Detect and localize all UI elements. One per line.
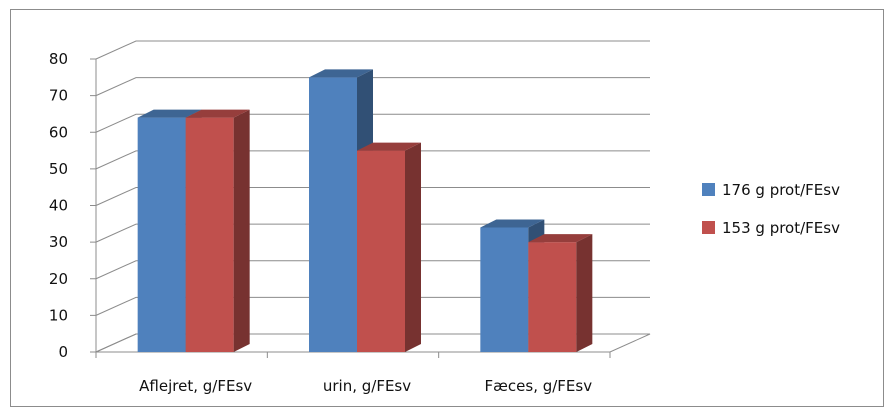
x-axis-labels: Aflejret, g/FEsv urin, g/FEsv Fæces, g/FEs… <box>139 377 592 395</box>
gridline <box>95 333 650 353</box>
y-tick-label: 70 <box>49 87 68 105</box>
legend: 176 g prot/FEsv 153 g prot/FEsv <box>702 181 840 237</box>
bar-side <box>576 234 593 352</box>
y-tick-label: 50 <box>49 160 68 178</box>
y-tick-label: 10 <box>49 306 68 324</box>
gridline <box>95 260 650 280</box>
bar-front <box>185 117 234 352</box>
bar <box>357 142 421 352</box>
y-tick-label: 30 <box>49 233 68 251</box>
gridline <box>95 223 650 243</box>
bar-front <box>480 227 529 352</box>
bar-top <box>185 109 250 118</box>
y-axis-ticks: 0 10 20 30 40 50 60 70 80 <box>49 50 96 361</box>
gridline <box>95 113 650 133</box>
y-tick-label: 80 <box>49 50 68 68</box>
bar-top <box>480 219 545 228</box>
y-tick-label: 0 <box>58 343 68 361</box>
legend-label: 153 g prot/FEsv <box>722 219 840 237</box>
gridline <box>95 77 650 97</box>
bar-side <box>233 109 250 352</box>
bar-side <box>405 142 421 352</box>
bar <box>185 109 250 352</box>
bar-front <box>309 77 357 352</box>
x-category-label: urin, g/FEsv <box>323 377 411 395</box>
legend-swatch <box>702 183 715 196</box>
gridline <box>95 150 650 170</box>
bar-front <box>357 150 405 352</box>
bar-top <box>137 109 202 118</box>
gridlines <box>95 40 650 353</box>
bar-top <box>309 69 373 78</box>
y-tick-label: 40 <box>49 197 68 215</box>
gridline <box>95 187 650 206</box>
gridline <box>95 296 650 316</box>
x-category-label: Aflejret, g/FEsv <box>139 377 252 395</box>
x-category-label: Fæces, g/FEsv <box>485 377 593 395</box>
bar <box>528 234 593 352</box>
bar-top <box>357 142 421 151</box>
bar-front <box>137 117 186 352</box>
bar-front <box>528 242 577 352</box>
bar-top <box>528 234 593 243</box>
y-tick-label: 20 <box>49 270 68 288</box>
gridline <box>95 40 650 60</box>
y-tick-label: 60 <box>49 123 68 141</box>
legend-label: 176 g prot/FEsv <box>722 181 840 199</box>
bars <box>137 69 593 352</box>
legend-swatch <box>702 221 715 234</box>
